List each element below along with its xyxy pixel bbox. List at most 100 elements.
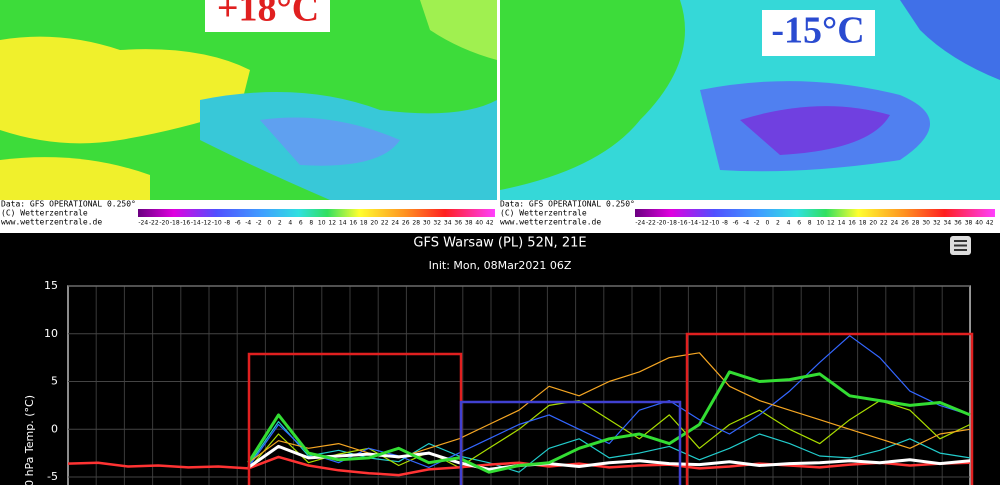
map-left: +18°C Data: GFS OPERATIONAL 0.250° (C) W…: [0, 0, 497, 233]
scale-label: 36: [454, 220, 462, 227]
scale-label: 26: [402, 220, 410, 227]
scale-label: 30: [423, 220, 431, 227]
chart: GFS Warsaw (PL) 52N, 21E Init: Mon, 08Ma…: [0, 233, 1000, 485]
scale-label: -6: [235, 220, 241, 227]
scale-label: 2: [776, 220, 780, 227]
scale-label: -22: [149, 220, 159, 227]
y-tick-label: -5: [47, 470, 58, 483]
credit: www.wetterzentrale.de: [500, 218, 601, 227]
map-label: -15°C: [771, 10, 864, 52]
scale-label: -14: [191, 220, 201, 227]
scale-label: 24: [391, 220, 399, 227]
scale-label: 28: [912, 220, 920, 227]
scale-label: -12: [699, 220, 709, 227]
scale-label: -22: [646, 220, 656, 227]
scale-label: 16: [349, 220, 357, 227]
scale-label: -20: [657, 220, 667, 227]
scale-label: 42: [986, 220, 994, 227]
y-tick-label: 15: [44, 279, 58, 292]
scale-label: 32: [433, 220, 441, 227]
scale-label: 38: [465, 220, 473, 227]
chart-subtitle: Init: Mon, 08Mar2021 06Z: [429, 259, 572, 272]
mild-area: [420, 0, 497, 60]
credit: Data: GFS OPERATIONAL 0.250°: [500, 200, 635, 209]
scale-label: 40: [975, 220, 983, 227]
series-line: [247, 444, 971, 471]
scale-label: -24: [138, 220, 148, 227]
scale-label: -10: [212, 220, 222, 227]
scale-label: -18: [667, 220, 677, 227]
highlight-box: [459, 400, 682, 485]
scale-label: 20: [869, 220, 877, 227]
map-label: +18°C: [217, 0, 319, 30]
scale-label: 20: [370, 220, 378, 227]
scale-label: -16: [678, 220, 688, 227]
scale-label: 14: [838, 220, 846, 227]
scale-label: -2: [754, 220, 760, 227]
scale-label: 12: [328, 220, 336, 227]
scale-label: 8: [309, 220, 313, 227]
cool-area: [260, 117, 400, 166]
credit: Data: GFS OPERATIONAL 0.250°: [1, 200, 136, 209]
y-tick-label: 10: [44, 327, 58, 340]
scale-label: 24: [891, 220, 899, 227]
scale-label: 18: [859, 220, 867, 227]
scale-label: 38: [965, 220, 973, 227]
scale-label: -4: [743, 220, 749, 227]
scale-label: 0: [267, 220, 271, 227]
label-box: [205, 0, 330, 32]
scale-label: 0: [765, 220, 769, 227]
scale-label: -14: [688, 220, 698, 227]
scale-label: -16: [180, 220, 190, 227]
scale-label: 10: [318, 220, 326, 227]
scale-label: 16: [848, 220, 856, 227]
y-axis-label: 850 hPa Temp. (°C): [23, 395, 36, 485]
scale-label: 6: [299, 220, 303, 227]
scale-label: -6: [733, 220, 739, 227]
color-scale: [635, 209, 995, 217]
scale-label: 6: [797, 220, 801, 227]
scale-label: 18: [360, 220, 368, 227]
series-line: [67, 455, 971, 477]
highlight-box: [685, 332, 974, 485]
scale-label: -24: [635, 220, 645, 227]
y-tick-label: 0: [51, 422, 58, 435]
chart-title: GFS Warsaw (PL) 52N, 21E: [413, 236, 586, 251]
y-tick-label: 5: [51, 375, 58, 388]
scale-label: 4: [787, 220, 791, 227]
scale-label: -8: [224, 220, 230, 227]
scale-label: 26: [901, 220, 909, 227]
scale-label: 42: [486, 220, 494, 227]
warm-area: [0, 36, 250, 144]
credit: (C) Wetterzentrale: [500, 209, 587, 218]
scale-label: 32: [933, 220, 941, 227]
series-line: [247, 370, 971, 474]
maps: +18°C Data: GFS OPERATIONAL 0.250° (C) W…: [0, 0, 1000, 233]
scale-label: 34: [444, 220, 452, 227]
scale-label: 40: [475, 220, 483, 227]
scale-label: 22: [880, 220, 888, 227]
scale-label: 2: [278, 220, 282, 227]
label-box: [762, 10, 875, 56]
credit: www.wetterzentrale.de: [1, 218, 102, 227]
scale-label: -8: [722, 220, 728, 227]
scale-label: -10: [710, 220, 720, 227]
series-line: [247, 335, 971, 468]
mild-area: [500, 0, 685, 190]
scale-label: 12: [827, 220, 835, 227]
scale-label: 30: [922, 220, 930, 227]
scale-label: -20: [159, 220, 169, 227]
color-scale: [138, 209, 495, 217]
cold-core: [740, 106, 890, 155]
scale-label: -18: [170, 220, 180, 227]
scale-label: 22: [381, 220, 389, 227]
menu-button[interactable]: [950, 236, 971, 255]
scale-label: 10: [816, 220, 824, 227]
scale-label: -12: [201, 220, 211, 227]
scale-label: 36: [954, 220, 962, 227]
scale-label: 8: [808, 220, 812, 227]
map-right: -15°C Data: GFS OPERATIONAL 0.250° (C) W…: [500, 0, 1000, 233]
scale-label: -2: [256, 220, 262, 227]
scale-label: 28: [412, 220, 420, 227]
